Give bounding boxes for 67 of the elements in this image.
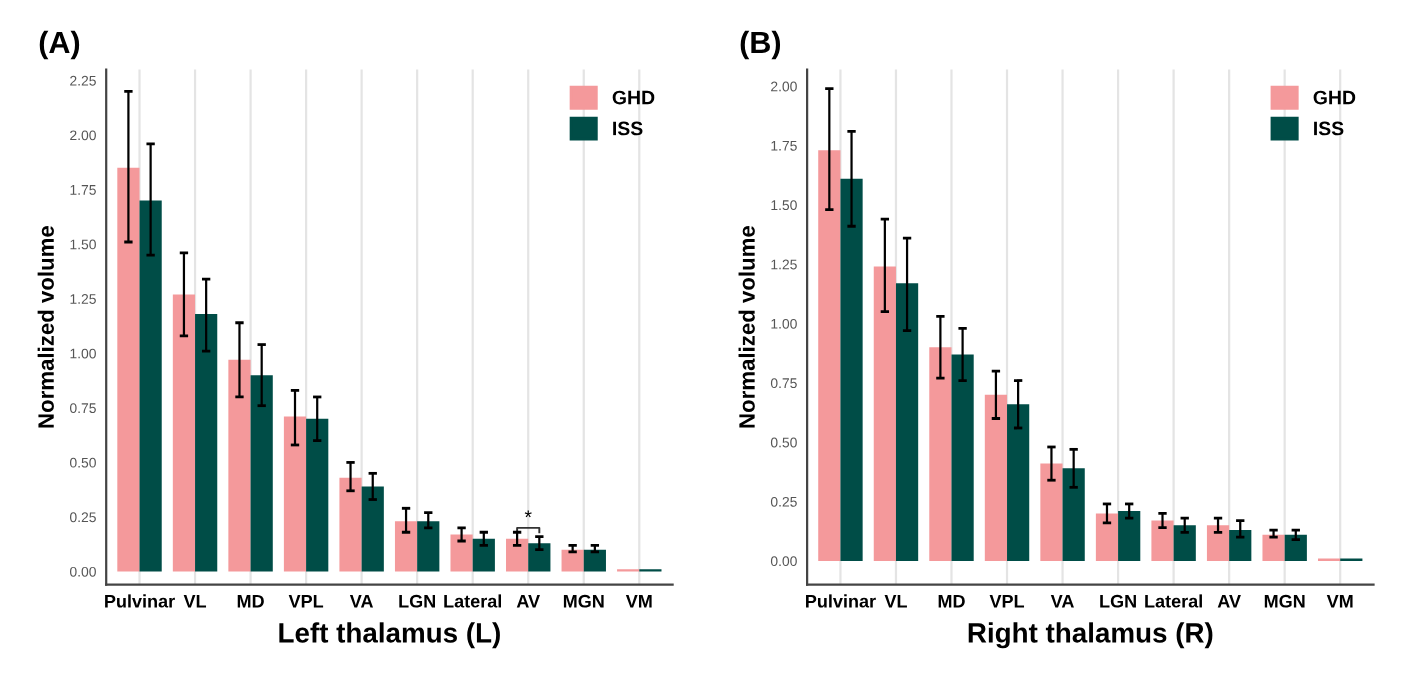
- bar: [873, 266, 896, 561]
- x-tick-label: Lateral: [1145, 594, 1202, 608]
- bar: [361, 486, 384, 572]
- chart-title: (A): [39, 30, 80, 60]
- bar: [172, 294, 196, 572]
- x-tick-label: VM: [625, 595, 652, 608]
- bar: [117, 167, 140, 572]
- legend-label: GHD: [1313, 90, 1356, 105]
- bar: [895, 283, 919, 561]
- bar: [818, 150, 841, 561]
- bar: [195, 314, 218, 572]
- bar: [228, 359, 251, 572]
- bar: [283, 416, 307, 572]
- bar: [1062, 468, 1085, 561]
- bar: [1151, 520, 1174, 561]
- bar: [1095, 513, 1119, 561]
- bar: [472, 538, 495, 572]
- bar: [1118, 511, 1141, 561]
- x-tick-label: VA: [349, 595, 374, 608]
- x-axis-title: Right thalamus (R): [968, 622, 1213, 649]
- x-tick-label: VM: [1326, 595, 1353, 608]
- x-tick-label: VA: [1050, 595, 1074, 608]
- x-tick-label: MGN: [1264, 594, 1305, 608]
- bar: [139, 200, 162, 572]
- x-tick-label: Lateral: [444, 594, 502, 608]
- x-tick-label: LGN: [399, 594, 436, 608]
- bar: [1206, 525, 1230, 561]
- bar: [561, 549, 584, 572]
- x-tick-label: VL: [183, 595, 207, 608]
- x-tick-label: Pulvinar: [806, 594, 876, 608]
- bar: [394, 521, 418, 572]
- chart-title: (B): [740, 30, 781, 60]
- x-tick-label: MGN: [563, 594, 604, 608]
- x-tick-label: VPL: [989, 595, 1025, 608]
- x-axis-title: Left thalamus (L): [279, 622, 500, 649]
- x-tick-label: MD: [938, 595, 965, 608]
- x-tick-label: VPL: [288, 595, 324, 608]
- bar: [1007, 404, 1030, 561]
- bar: [506, 538, 529, 572]
- legend-label: ISS: [613, 121, 643, 136]
- x-tick-label: AV: [1217, 595, 1241, 608]
- bar: [528, 543, 551, 572]
- bar: [417, 521, 440, 572]
- y-axis-title: Normalized volume: [37, 226, 54, 428]
- bar: [840, 178, 863, 561]
- x-tick-label: VL: [884, 595, 907, 608]
- bar: [951, 354, 974, 561]
- y-axis-title: Normalized volume: [738, 226, 755, 428]
- legend-label: ISS: [1314, 121, 1344, 136]
- bar: [1229, 530, 1252, 561]
- bar: [984, 394, 1008, 561]
- bar: [1040, 463, 1063, 561]
- bar: [929, 347, 952, 561]
- bar: [339, 477, 362, 572]
- legend-label: GHD: [612, 90, 655, 105]
- x-tick-label: LGN: [1100, 594, 1136, 608]
- bar: [1284, 534, 1307, 561]
- x-tick-label: MD: [237, 595, 264, 608]
- annotation: *: [524, 510, 532, 518]
- bar: [306, 418, 329, 572]
- bar: [450, 534, 473, 572]
- bar: [583, 549, 606, 572]
- bar: [1262, 534, 1285, 561]
- x-tick-label: AV: [516, 595, 540, 608]
- bar: [250, 375, 273, 572]
- bar: [1173, 525, 1196, 561]
- x-tick-label: Pulvinar: [105, 594, 175, 608]
